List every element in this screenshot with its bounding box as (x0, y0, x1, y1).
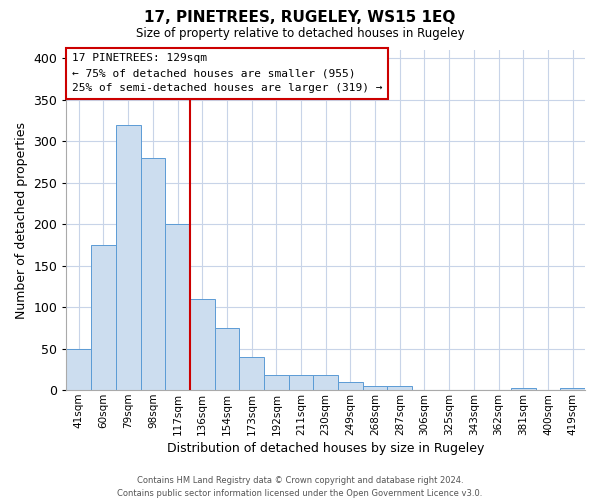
Bar (289, 375, 313, 390)
Bar (165, 224, 190, 390)
Text: 17 PINETREES: 129sqm
← 75% of detached houses are smaller (955)
25% of semi-deta: 17 PINETREES: 129sqm ← 75% of detached h… (71, 54, 382, 93)
Bar (116, 124, 140, 390)
X-axis label: Distribution of detached houses by size in Rugeley: Distribution of detached houses by size … (167, 442, 484, 455)
Bar (264, 375, 289, 390)
Bar (67, 348, 91, 390)
Y-axis label: Number of detached properties: Number of detached properties (15, 122, 28, 318)
Bar (313, 375, 338, 390)
Bar (215, 328, 239, 390)
Bar (338, 382, 363, 390)
Text: Size of property relative to detached houses in Rugeley: Size of property relative to detached ho… (136, 28, 464, 40)
Bar (239, 357, 264, 390)
Bar (560, 388, 585, 390)
Bar (388, 386, 412, 390)
Text: 17, PINETREES, RUGELEY, WS15 1EQ: 17, PINETREES, RUGELEY, WS15 1EQ (145, 10, 455, 25)
Text: Contains HM Land Registry data © Crown copyright and database right 2024.
Contai: Contains HM Land Registry data © Crown c… (118, 476, 482, 498)
Bar (511, 388, 536, 390)
Bar (190, 299, 215, 390)
Bar (91, 245, 116, 390)
Bar (140, 158, 165, 390)
Bar (363, 386, 388, 390)
